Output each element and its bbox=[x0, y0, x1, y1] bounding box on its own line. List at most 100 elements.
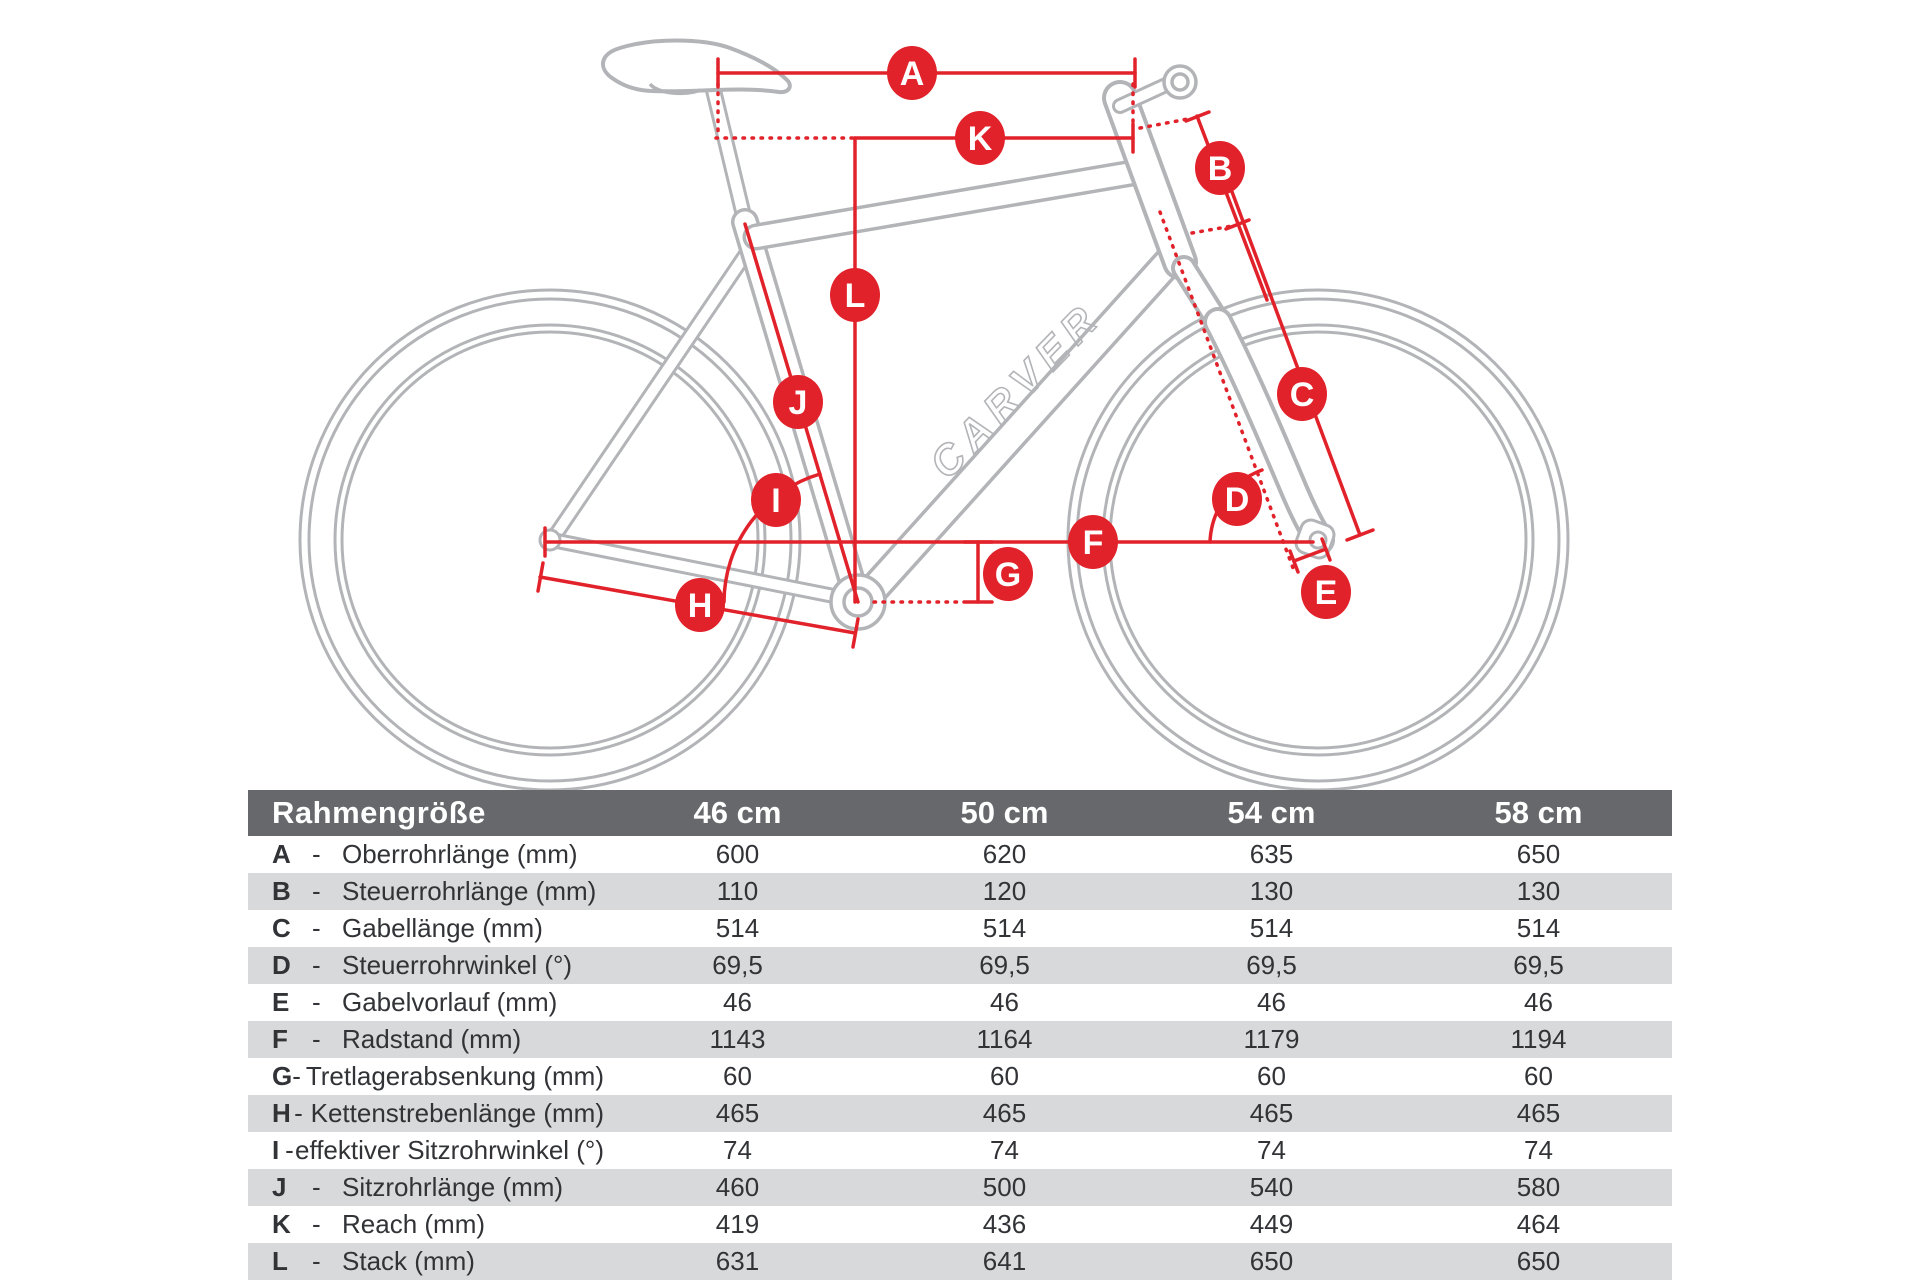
row-name: Radstand (mm) bbox=[342, 1024, 522, 1054]
table-header-title: Rahmengröße bbox=[272, 795, 486, 830]
cell-G-50-cm: 60 bbox=[990, 1061, 1019, 1091]
row-label: B - Steuerrohrlänge (mm) bbox=[248, 876, 604, 907]
table-header-col-58-cm: 58 cm bbox=[1494, 795, 1583, 830]
saddle-rail bbox=[648, 82, 701, 96]
cell-F-46-cm: 1143 bbox=[709, 1024, 766, 1054]
cell-C-50-cm: 514 bbox=[982, 913, 1027, 943]
cell-J-54-cm: 540 bbox=[1249, 1172, 1294, 1202]
row-key: L bbox=[272, 1246, 288, 1276]
row-separator: - bbox=[292, 1061, 301, 1091]
marker-E: E bbox=[1301, 565, 1351, 619]
marker-G: G bbox=[983, 547, 1033, 601]
cell-I-54-cm: 74 bbox=[1257, 1135, 1286, 1165]
row-name: Sitzrohrlänge (mm) bbox=[342, 1172, 564, 1202]
marker-K: K bbox=[955, 111, 1005, 165]
cell-G-46-cm: 60 bbox=[723, 1061, 752, 1091]
marker-H: H bbox=[675, 578, 725, 632]
row-label: J - Sitzrohrlänge (mm) bbox=[248, 1172, 604, 1203]
cell-H-50-cm: 465 bbox=[982, 1098, 1027, 1128]
row-name: Gabelvorlauf (mm) bbox=[342, 987, 558, 1017]
table-row-D: D - Steuerrohrwinkel (°) 69,5 69,5 69,5 69,5 bbox=[248, 947, 1672, 984]
svg-text:F: F bbox=[1083, 524, 1104, 562]
cell-K-46-cm: 419 bbox=[715, 1209, 760, 1239]
cell-G-54-cm: 60 bbox=[1257, 1061, 1286, 1091]
cell-F-50-cm: 1164 bbox=[976, 1024, 1033, 1054]
table-row-H: H - Kettenstrebenlänge (mm) 465 465 465 465 bbox=[248, 1095, 1672, 1132]
cell-B-50-cm: 120 bbox=[982, 876, 1027, 906]
marker-I: I bbox=[751, 473, 801, 527]
marker-C: C bbox=[1277, 367, 1327, 421]
cell-E-46-cm: 46 bbox=[723, 987, 752, 1017]
svg-text:K: K bbox=[968, 120, 993, 158]
marker-D: D bbox=[1212, 472, 1262, 526]
row-label: H - Kettenstrebenlänge (mm) bbox=[248, 1098, 604, 1129]
row-label: F - Radstand (mm) bbox=[248, 1024, 604, 1055]
marker-L: L bbox=[830, 268, 880, 322]
handlebar-grip bbox=[1162, 64, 1198, 100]
row-separator: - bbox=[312, 950, 321, 980]
cell-A-58-cm: 650 bbox=[1516, 839, 1561, 869]
row-name: Tretlagerabsenkung (mm) bbox=[305, 1061, 604, 1091]
table-row-K: K - Reach (mm) 419 436 449 464 bbox=[248, 1206, 1672, 1243]
table-row-F: F - Radstand (mm) 1143 1164 1179 1194 bbox=[248, 1021, 1672, 1058]
row-key: J bbox=[272, 1172, 287, 1202]
table-row-L: L - Stack (mm) 631 641 650 650 bbox=[248, 1243, 1672, 1280]
row-label: K - Reach (mm) bbox=[248, 1209, 604, 1240]
row-separator: - bbox=[312, 876, 321, 906]
table-header-row: Rahmengröße 46 cm 50 cm 54 cm 58 cm bbox=[248, 790, 1672, 836]
row-key: C bbox=[272, 913, 291, 943]
row-separator: - bbox=[312, 987, 321, 1017]
row-key: I bbox=[272, 1135, 280, 1165]
table-header-col-50-cm: 50 cm bbox=[960, 795, 1049, 830]
cell-B-54-cm: 130 bbox=[1249, 876, 1294, 906]
cell-E-54-cm: 46 bbox=[1257, 987, 1286, 1017]
row-label: G - Tretlagerabsenkung (mm) bbox=[248, 1061, 604, 1092]
cell-K-58-cm: 464 bbox=[1516, 1209, 1561, 1239]
cell-A-54-cm: 635 bbox=[1249, 839, 1294, 869]
row-separator: - bbox=[312, 1209, 321, 1239]
marker-F: F bbox=[1068, 515, 1118, 569]
geometry-table: Rahmengröße 46 cm 50 cm 54 cm 58 cm A - Oberr… bbox=[248, 790, 1672, 1280]
row-name: Oberrohrlänge (mm) bbox=[342, 839, 578, 869]
row-key: K bbox=[272, 1209, 291, 1239]
cell-C-54-cm: 514 bbox=[1249, 913, 1294, 943]
row-separator: - bbox=[285, 1135, 294, 1165]
row-key: F bbox=[272, 1024, 288, 1054]
row-name: Reach (mm) bbox=[342, 1209, 486, 1239]
row-name: Stack (mm) bbox=[342, 1246, 475, 1276]
cell-J-58-cm: 580 bbox=[1516, 1172, 1561, 1202]
marker-A: A bbox=[887, 46, 937, 100]
row-name: Steuerrohrlänge (mm) bbox=[342, 876, 597, 906]
table-row-I: I - effektiver Sitzrohrwinkel (°) 74 74 74 74 bbox=[248, 1132, 1672, 1169]
row-separator: - bbox=[312, 1172, 321, 1202]
cell-H-46-cm: 465 bbox=[715, 1098, 760, 1128]
cell-D-54-cm: 69,5 bbox=[1246, 950, 1297, 980]
cell-I-50-cm: 74 bbox=[990, 1135, 1019, 1165]
measurement-labels: A K B L C J I D F G E H bbox=[675, 46, 1351, 632]
svg-text:L: L bbox=[845, 277, 866, 315]
svg-text:B: B bbox=[1208, 150, 1233, 188]
cell-G-58-cm: 60 bbox=[1524, 1061, 1553, 1091]
bike-geometry-diagram: CARVER bbox=[298, 38, 1570, 792]
svg-text:G: G bbox=[995, 556, 1021, 594]
row-label: C - Gabellänge (mm) bbox=[248, 913, 604, 944]
cell-D-58-cm: 69,5 bbox=[1513, 950, 1564, 980]
svg-text:E: E bbox=[1315, 574, 1338, 612]
cell-A-50-cm: 620 bbox=[982, 839, 1027, 869]
row-key: G bbox=[272, 1061, 293, 1091]
row-key: B bbox=[272, 876, 291, 906]
cell-L-54-cm: 650 bbox=[1249, 1246, 1294, 1276]
row-name: effektiver Sitzrohrwinkel (°) bbox=[294, 1135, 604, 1165]
cell-L-58-cm: 650 bbox=[1516, 1246, 1561, 1276]
row-key: E bbox=[272, 987, 290, 1017]
cell-F-54-cm: 1179 bbox=[1243, 1024, 1300, 1054]
table-row-E: E - Gabelvorlauf (mm) 46 46 46 46 bbox=[248, 984, 1672, 1021]
row-separator: - bbox=[312, 839, 321, 869]
table-row-G: G - Tretlagerabsenkung (mm) 60 60 60 60 bbox=[248, 1058, 1672, 1095]
svg-text:I: I bbox=[771, 482, 780, 520]
cell-L-50-cm: 641 bbox=[982, 1246, 1027, 1276]
cell-H-58-cm: 465 bbox=[1516, 1098, 1561, 1128]
svg-text:A: A bbox=[900, 55, 925, 93]
cell-I-46-cm: 74 bbox=[723, 1135, 752, 1165]
cell-E-58-cm: 46 bbox=[1524, 987, 1553, 1017]
